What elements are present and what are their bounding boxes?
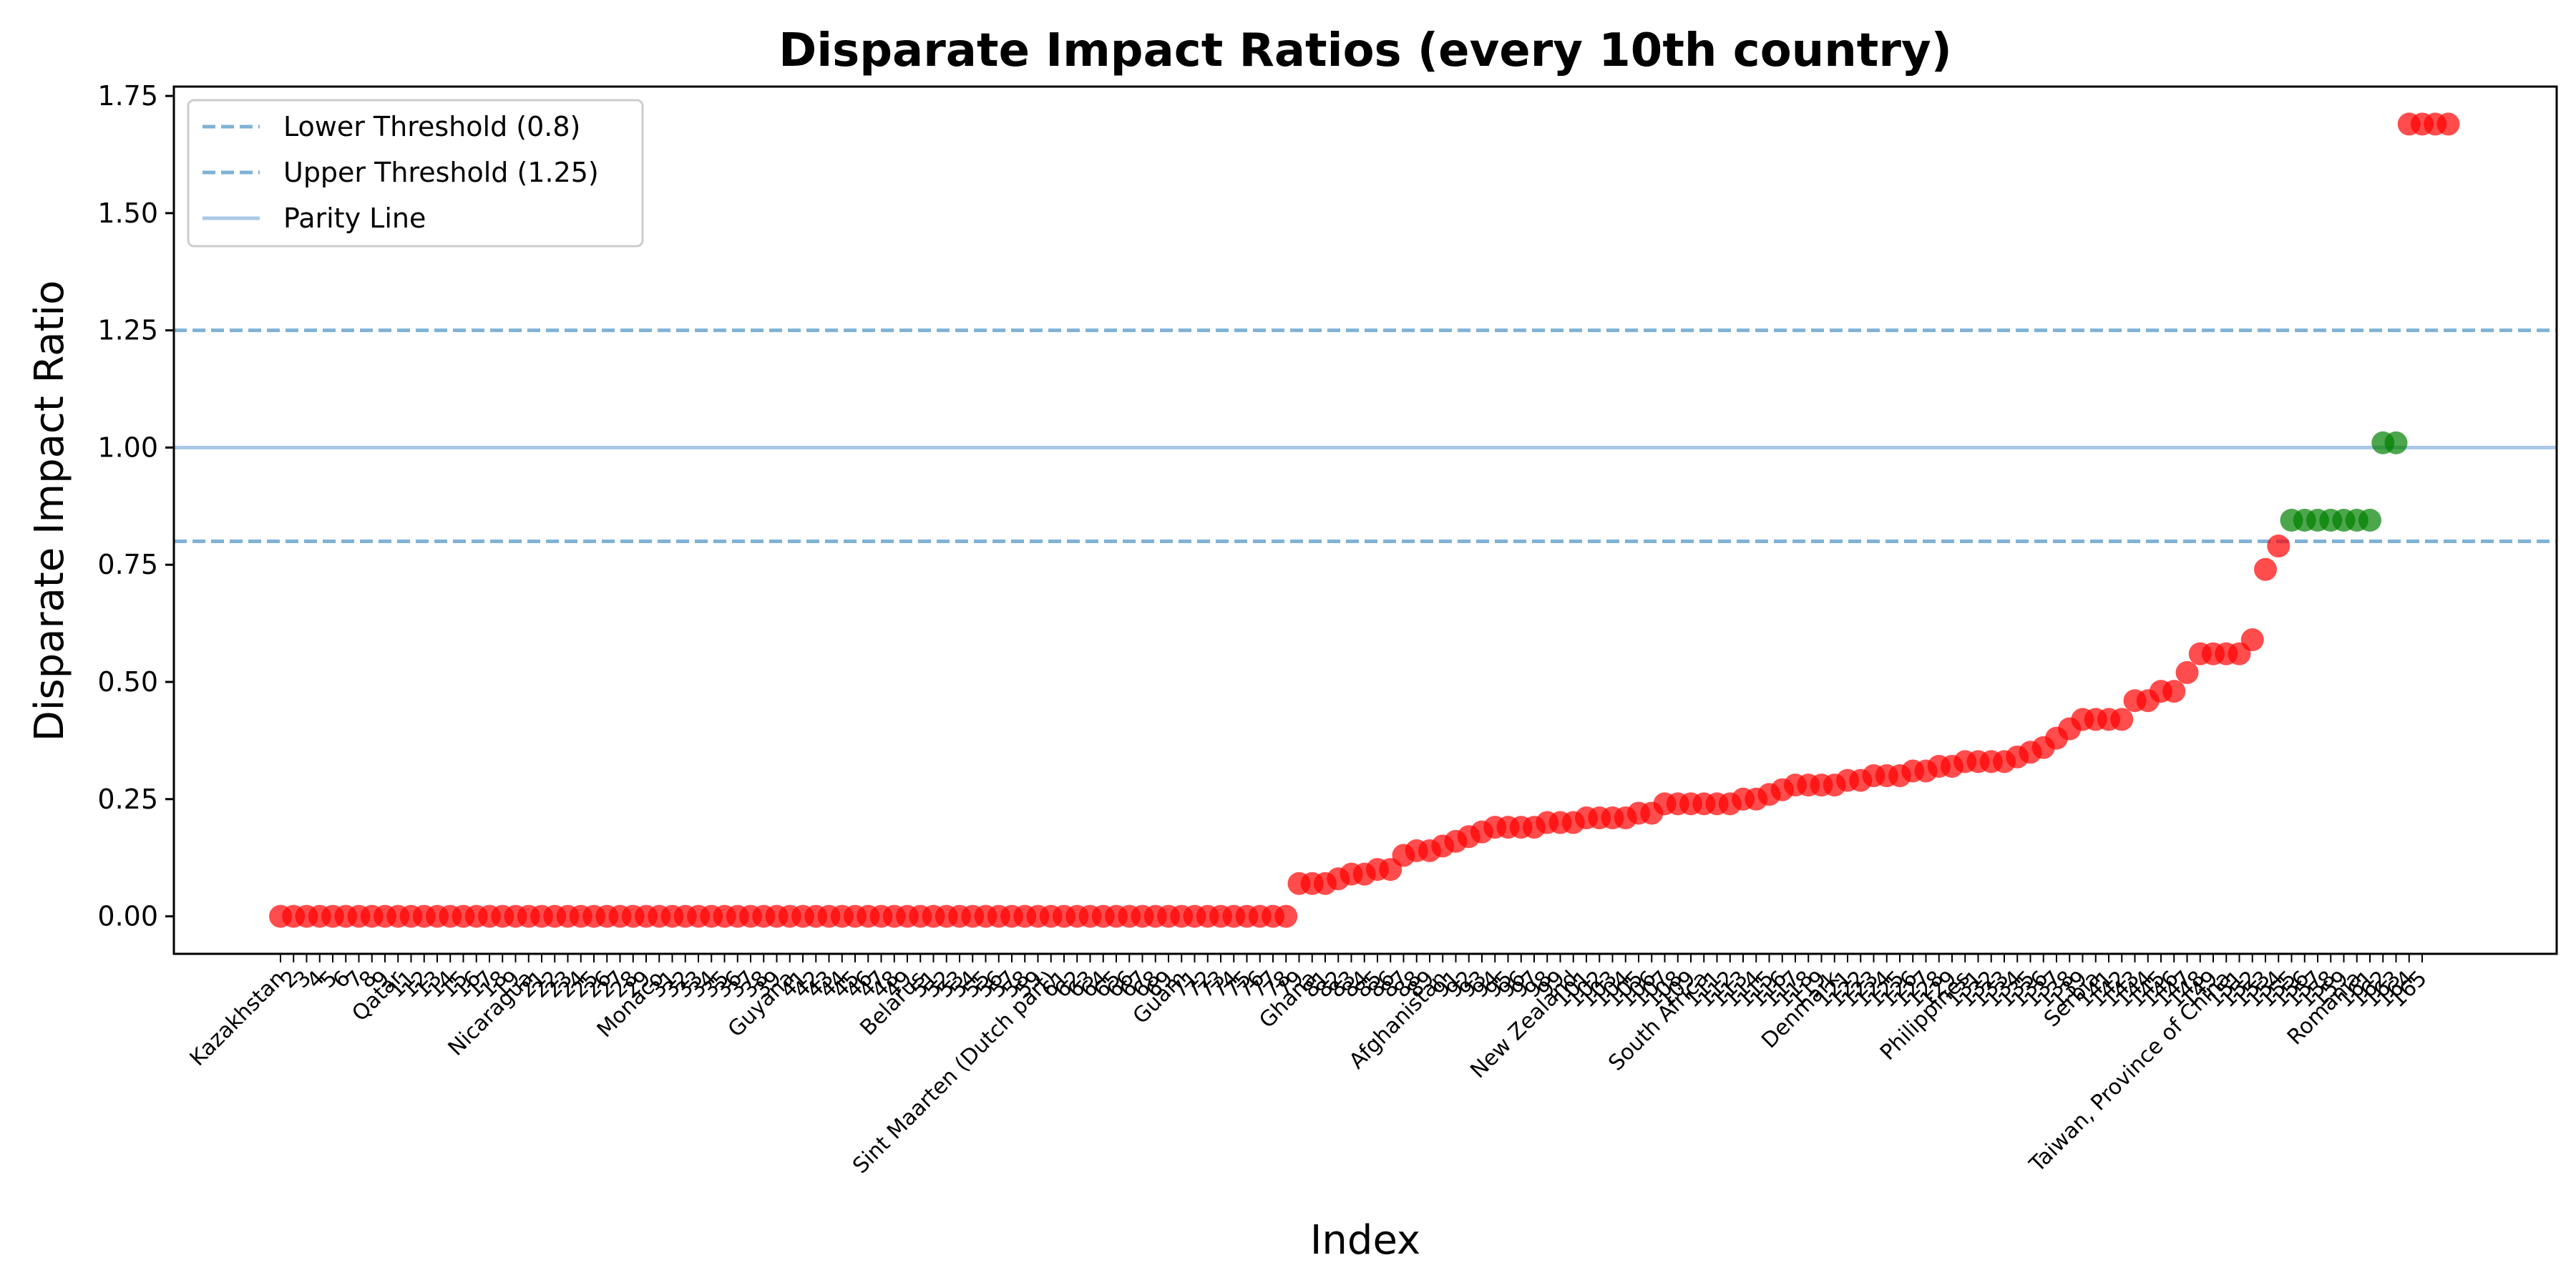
plot-frame bbox=[172, 85, 2558, 955]
y-tick-label: 1.00 bbox=[97, 431, 158, 463]
y-tick-label: 1.75 bbox=[97, 80, 158, 112]
x-axis-ticks: Kazakhstan23456789Qatar11121314151617181… bbox=[185, 954, 2432, 1179]
data-point bbox=[2162, 680, 2186, 703]
x-tick-label: Kazakhstan bbox=[185, 966, 291, 1071]
data-point bbox=[2254, 557, 2277, 581]
y-tick-label: 1.25 bbox=[97, 315, 158, 346]
y-tick-label: 0.00 bbox=[97, 901, 158, 932]
data-point bbox=[2384, 431, 2408, 454]
data-point bbox=[2436, 112, 2460, 136]
data-point bbox=[2240, 628, 2264, 652]
y-tick-label: 0.25 bbox=[97, 784, 158, 815]
x-axis-label: Index bbox=[1310, 1217, 1420, 1264]
legend-entry-label: Upper Threshold (1.25) bbox=[283, 157, 599, 188]
data-point bbox=[1274, 904, 1298, 928]
y-axis-ticks: 0.00 0.25 0.50 0.75 1.00 1.25 1.50 1.75 bbox=[97, 80, 174, 932]
y-axis-label: Disparate Impact Ratio bbox=[26, 280, 73, 742]
y-tick-label: 0.50 bbox=[97, 666, 158, 698]
y-tick-label: 1.50 bbox=[97, 197, 158, 229]
y-tick-label: 0.75 bbox=[97, 549, 158, 580]
legend-entry-label: Parity Line bbox=[283, 203, 426, 234]
data-points bbox=[269, 112, 2460, 928]
legend-entry-label: Lower Threshold (0.8) bbox=[283, 111, 580, 142]
data-point bbox=[2175, 660, 2199, 684]
reference-lines bbox=[174, 328, 2557, 543]
data-point bbox=[2358, 509, 2381, 532]
legend-box bbox=[187, 99, 644, 248]
data-point bbox=[2267, 535, 2290, 558]
data-point bbox=[2110, 708, 2134, 731]
legend: Lower Threshold (0.8) Upper Threshold (1.… bbox=[187, 99, 644, 248]
chart-title: Disparate Impact Ratios (every 10th coun… bbox=[779, 24, 1952, 77]
